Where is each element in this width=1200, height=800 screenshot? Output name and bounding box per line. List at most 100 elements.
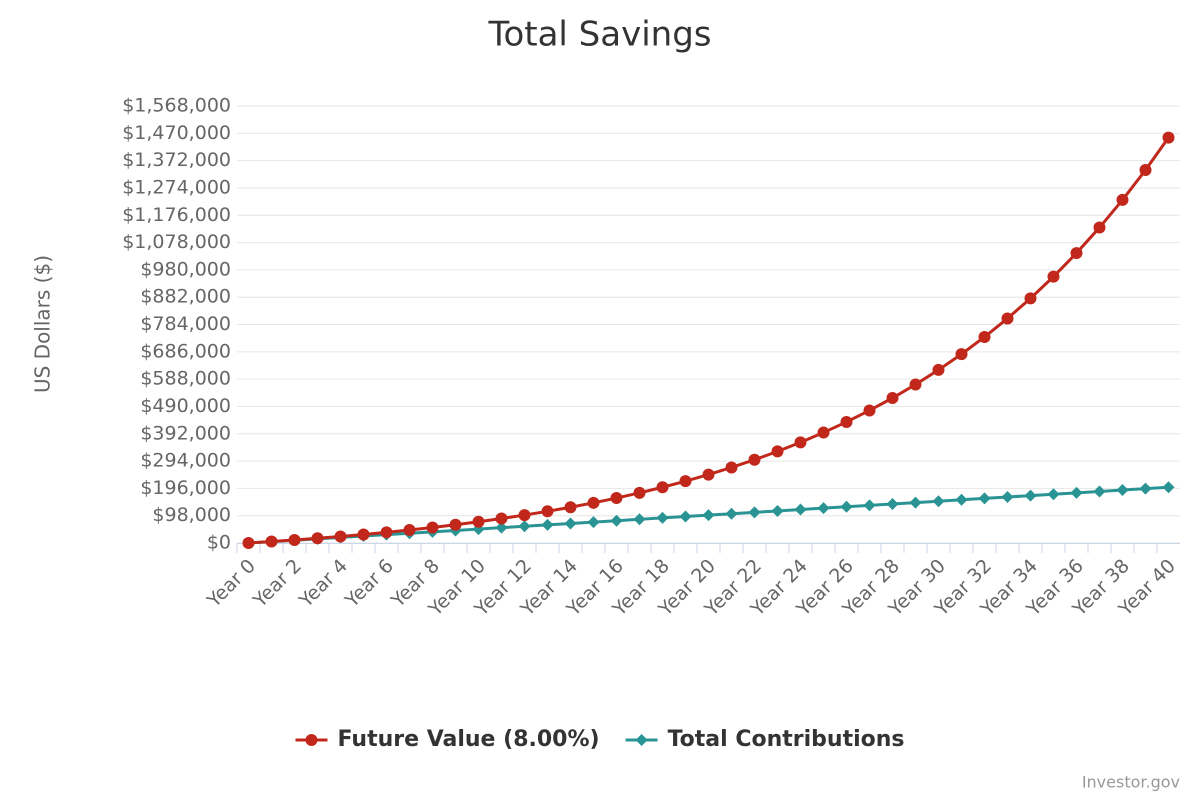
y-tick-label: $490,000	[140, 395, 231, 417]
data-point	[587, 496, 600, 509]
data-point	[702, 509, 715, 522]
data-point	[863, 404, 876, 417]
data-point	[702, 468, 715, 481]
data-point	[955, 348, 968, 361]
y-tick-label: $196,000	[140, 477, 231, 499]
data-point	[587, 516, 600, 529]
data-point	[242, 537, 255, 549]
data-point	[633, 486, 646, 499]
y-tick-label: $588,000	[140, 368, 231, 390]
x-tick-label: Year 0	[202, 555, 260, 613]
y-tick-label: $98,000	[152, 504, 231, 526]
data-point	[748, 506, 761, 519]
y-tick-label: $1,568,000	[122, 95, 231, 117]
y-tick-label: $392,000	[140, 422, 231, 444]
data-point	[541, 505, 554, 518]
data-point	[1116, 193, 1129, 206]
y-tick-label: $1,078,000	[122, 231, 231, 253]
data-point	[403, 523, 416, 536]
data-point	[771, 445, 784, 458]
data-point	[564, 517, 577, 530]
data-point	[472, 515, 485, 528]
data-point	[725, 507, 738, 520]
data-point	[1093, 221, 1106, 234]
data-point	[610, 492, 623, 505]
data-point	[863, 499, 876, 512]
legend: Future Value (8.00%) Total Contributions	[295, 727, 905, 752]
data-point	[794, 503, 807, 516]
data-point	[909, 378, 922, 391]
data-point	[564, 501, 577, 514]
x-tick-label: Year 4	[294, 555, 352, 613]
data-point	[1162, 131, 1175, 144]
x-tick-label: Year 2	[248, 555, 306, 613]
legend-marker	[635, 734, 648, 746]
legend-marker	[305, 734, 318, 746]
data-point	[656, 481, 669, 494]
data-point	[679, 510, 692, 523]
data-point	[932, 495, 945, 508]
data-point	[886, 497, 899, 510]
data-point	[518, 509, 531, 522]
data-point	[840, 415, 853, 428]
data-point	[1024, 489, 1037, 502]
data-point	[656, 511, 669, 524]
y-tick-label: $1,176,000	[122, 204, 231, 226]
y-tick-label: $1,470,000	[122, 122, 231, 144]
data-point	[1024, 292, 1037, 305]
y-tick-label: $784,000	[140, 313, 231, 335]
data-point	[380, 526, 393, 539]
data-point	[840, 500, 853, 513]
data-point	[426, 521, 439, 534]
data-point	[978, 492, 991, 505]
data-point	[886, 392, 899, 405]
data-point	[1139, 164, 1152, 177]
y-tick-label: $1,372,000	[122, 149, 231, 171]
data-point	[357, 528, 370, 541]
data-point	[1162, 481, 1175, 494]
y-axis-title: US Dollars ($)	[31, 255, 55, 393]
data-point	[449, 518, 462, 531]
data-point	[610, 514, 623, 527]
data-point	[1001, 491, 1014, 504]
credits: Investor.gov	[1082, 773, 1180, 792]
data-point	[541, 518, 554, 531]
data-point	[633, 513, 646, 526]
y-tick-label: $980,000	[140, 258, 231, 280]
y-tick-label: $0	[207, 532, 231, 554]
data-point	[288, 533, 301, 546]
data-point	[748, 453, 761, 466]
data-point	[771, 504, 784, 517]
y-tick-label: $882,000	[140, 286, 231, 308]
data-point	[817, 426, 830, 439]
chart-title: Total Savings	[487, 15, 711, 55]
y-tick-label: $686,000	[140, 340, 231, 362]
data-point	[725, 461, 738, 474]
data-point	[1001, 312, 1014, 325]
data-point	[265, 535, 278, 548]
data-point	[1139, 482, 1152, 495]
data-point	[817, 502, 830, 515]
data-point	[1116, 484, 1129, 497]
data-point	[334, 530, 347, 543]
data-point	[679, 475, 692, 488]
data-point	[1070, 247, 1083, 260]
data-point	[909, 496, 922, 509]
data-point	[932, 363, 945, 376]
data-point	[978, 330, 991, 343]
data-point	[1047, 488, 1060, 501]
legend-label: Total Contributions	[668, 727, 905, 752]
data-point	[794, 436, 807, 449]
data-point	[495, 512, 508, 525]
data-point	[1070, 486, 1083, 499]
data-point	[1047, 270, 1060, 283]
x-tick-label: Year 6	[340, 555, 398, 613]
data-point	[495, 521, 508, 534]
data-point	[311, 532, 324, 545]
series-line	[248, 136, 1170, 545]
data-point	[518, 520, 531, 533]
y-tick-label: $294,000	[140, 450, 231, 472]
y-tick-label: $1,274,000	[122, 176, 231, 198]
data-point	[955, 493, 968, 506]
